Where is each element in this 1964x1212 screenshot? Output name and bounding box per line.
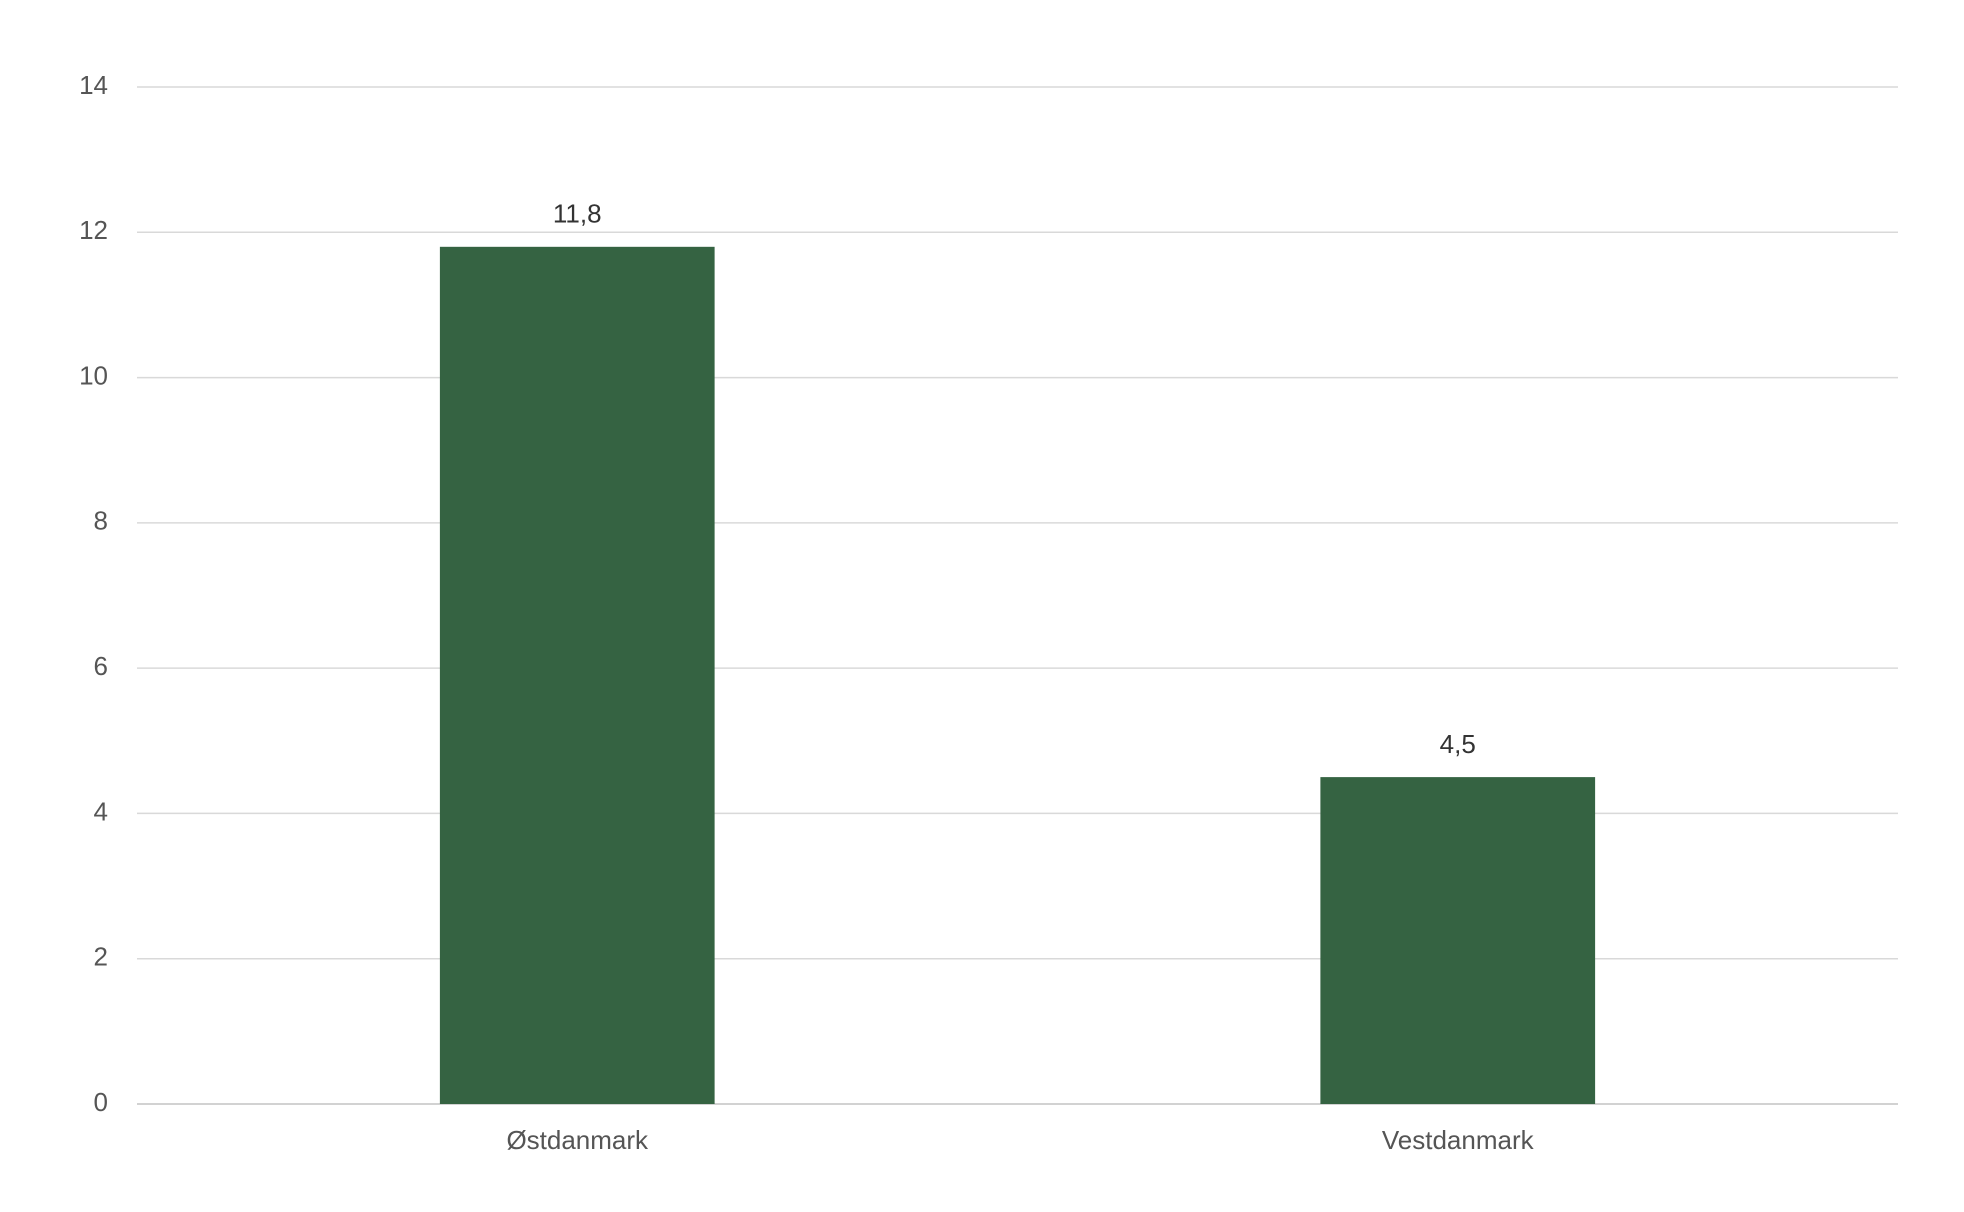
x-tick-label: Østdanmark [506, 1125, 649, 1155]
value-label: 11,8 [553, 199, 602, 229]
y-tick-label: 8 [94, 506, 108, 536]
y-tick-label: 14 [79, 70, 108, 100]
x-tick-label: Vestdanmark [1382, 1125, 1535, 1155]
bar [439, 246, 715, 1105]
y-tick-label: 10 [79, 360, 108, 390]
y-tick-label: 12 [79, 215, 108, 245]
y-tick-label: 0 [94, 1087, 108, 1117]
bar [1320, 777, 1596, 1104]
y-tick-label: 4 [94, 796, 108, 826]
y-tick-label: 2 [94, 942, 108, 972]
value-label: 4,5 [1440, 729, 1476, 759]
y-tick-label: 6 [94, 651, 108, 681]
